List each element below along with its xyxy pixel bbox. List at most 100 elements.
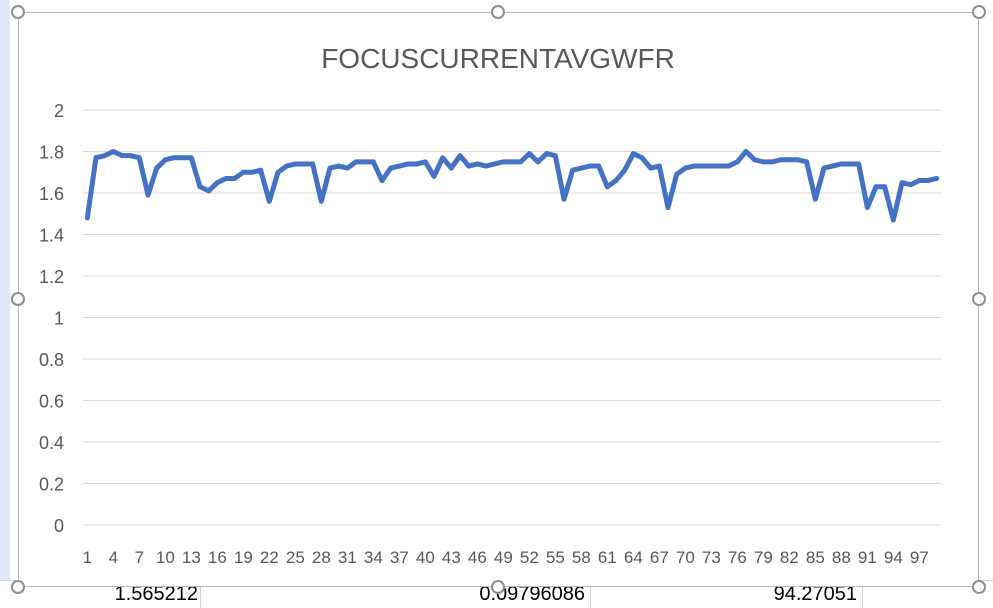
data-point [830, 163, 836, 169]
data-point [154, 165, 160, 171]
data-point [873, 184, 879, 190]
data-point [500, 159, 506, 165]
cell-divider [862, 581, 863, 608]
spreadsheet-cell[interactable]: 94.27051 [773, 583, 857, 605]
y-tick-label: 0 [54, 516, 64, 536]
data-point [188, 155, 194, 161]
data-point [535, 159, 541, 165]
y-tick-label: 1.6 [39, 184, 64, 204]
spreadsheet-cell[interactable]: 1.565212 [114, 583, 198, 605]
data-point [812, 196, 818, 202]
data-point [821, 165, 827, 171]
x-tick-label: 64 [624, 548, 643, 567]
y-tick-label: 0.2 [39, 475, 64, 495]
data-point [908, 182, 914, 188]
data-point [128, 153, 134, 159]
data-point [760, 159, 766, 165]
y-tick-label: 1.8 [39, 143, 64, 163]
x-tick-label: 34 [364, 548, 383, 567]
data-point [613, 178, 619, 183]
data-point [414, 161, 420, 167]
x-tick-label: 91 [858, 548, 877, 567]
x-tick-label: 43 [442, 548, 461, 567]
x-tick-label: 61 [598, 548, 617, 567]
data-point [864, 205, 870, 210]
x-tick-label: 67 [650, 548, 669, 567]
resize-handle-top-right[interactable] [972, 5, 986, 19]
x-tick-label: 49 [494, 548, 513, 567]
data-point [630, 151, 636, 156]
data-point [466, 163, 472, 169]
data-point [752, 157, 758, 163]
data-point [726, 163, 732, 169]
data-point [769, 159, 775, 165]
line-chart: FOCUSCURRENTAVGWFR 0 0.2 0.4 0.6 0.8 1 1.2 1.4 1… [39, 43, 941, 567]
x-tick-label: 46 [468, 548, 487, 567]
x-tick-label: 76 [728, 548, 747, 567]
data-point [275, 169, 281, 175]
y-tick-label: 1.4 [39, 226, 64, 246]
x-tick-label: 52 [520, 548, 539, 567]
data-point [856, 161, 862, 167]
resize-handle-top[interactable] [491, 5, 505, 19]
y-tick-label: 0.4 [39, 433, 64, 453]
data-point [362, 159, 368, 165]
resize-handle-bottom-right[interactable] [972, 580, 986, 594]
spreadsheet-selected-column-strip [0, 0, 10, 607]
data-point [258, 167, 264, 173]
cell-divider [200, 581, 201, 608]
data-point [110, 149, 116, 154]
data-point [405, 161, 411, 167]
x-tick-label: 55 [546, 548, 565, 567]
data-point [925, 178, 931, 183]
data-point [336, 163, 342, 169]
data-point [457, 153, 463, 159]
data-point [145, 192, 151, 198]
data-point [249, 169, 255, 175]
resize-handle-bottom[interactable] [491, 580, 505, 594]
y-tick-label: 2 [54, 101, 64, 121]
y-axis-tick-labels: 0 0.2 0.4 0.6 0.8 1 1.2 1.4 1.6 1.8 2 [39, 101, 64, 536]
data-point [448, 165, 454, 171]
x-tick-label: 10 [156, 548, 175, 567]
gridlines [83, 109, 941, 526]
data-point [370, 159, 376, 165]
data-point [509, 159, 515, 165]
resize-handle-right[interactable] [972, 292, 986, 306]
resize-handle-left[interactable] [11, 292, 25, 306]
chart-title: FOCUSCURRENTAVGWFR [321, 43, 675, 74]
data-point [656, 163, 662, 169]
x-tick-label: 19 [234, 548, 253, 567]
x-tick-label: 25 [286, 548, 305, 567]
resize-handle-top-left[interactable] [11, 5, 25, 19]
data-point [474, 161, 480, 167]
data-point [422, 159, 428, 165]
data-point [648, 165, 654, 171]
y-tick-label: 0.8 [39, 350, 64, 370]
data-point [84, 215, 90, 221]
data-point [492, 161, 498, 167]
data-point [301, 161, 307, 167]
resize-handle-bottom-left[interactable] [11, 580, 25, 594]
x-tick-label: 58 [572, 548, 591, 567]
data-point [440, 155, 446, 161]
data-point [596, 163, 602, 169]
data-point [266, 198, 272, 204]
y-tick-label: 1.2 [39, 267, 64, 287]
data-point [162, 157, 168, 163]
data-point [622, 167, 628, 173]
chart-area[interactable]: FOCUSCURRENTAVGWFR 0 0.2 0.4 0.6 0.8 1 1.2 1.4 1… [18, 12, 979, 587]
data-point [344, 165, 350, 171]
data-point [240, 169, 246, 175]
data-point [674, 171, 680, 177]
data-point [526, 151, 532, 156]
x-tick-label: 85 [806, 548, 825, 567]
data-point [734, 159, 740, 165]
spreadsheet-cell[interactable]: 0.09796086 [479, 583, 585, 605]
data-point [890, 217, 896, 223]
x-tick-label: 70 [676, 548, 695, 567]
x-tick-label: 97 [910, 548, 929, 567]
data-point [708, 163, 714, 169]
data-point [431, 174, 437, 179]
data-point [882, 184, 888, 190]
